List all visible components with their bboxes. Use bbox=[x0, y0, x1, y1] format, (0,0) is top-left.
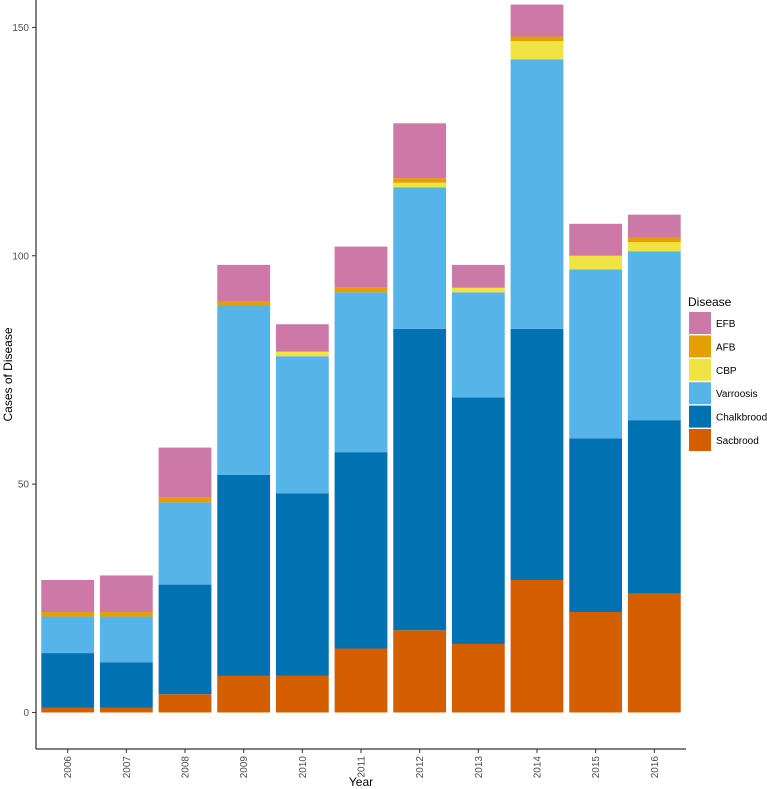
bar-segment-sacbrood-2011 bbox=[334, 648, 388, 713]
bar-segment-afb-2009 bbox=[217, 301, 271, 306]
y-tick-label: 50 bbox=[18, 480, 30, 491]
bar-segment-afb-2006 bbox=[41, 611, 95, 617]
bar-segment-afb-2007 bbox=[99, 611, 153, 617]
legend-label-cbp: CBP bbox=[716, 366, 737, 377]
bar-segment-sacbrood-2008 bbox=[158, 694, 212, 713]
legend-swatch-efb bbox=[689, 312, 711, 334]
x-tick-label: 2008 bbox=[181, 756, 192, 779]
bar-segment-chalkbrood-2016 bbox=[627, 420, 681, 594]
bar-segment-efb-2012 bbox=[393, 123, 447, 179]
legend-swatch-afb bbox=[689, 335, 711, 358]
bar-segment-chalkbrood-2013 bbox=[451, 397, 505, 644]
bar-segment-sacbrood-2013 bbox=[451, 643, 505, 713]
bar-segment-varroosis-2010 bbox=[275, 356, 329, 494]
x-tick-label: 2011 bbox=[357, 756, 368, 778]
bar-segment-efb-2010 bbox=[275, 324, 329, 352]
legend-label-sacbrood: Sacbrood bbox=[716, 436, 759, 447]
bar-segment-sacbrood-2006 bbox=[41, 707, 95, 713]
x-tick-label: 2012 bbox=[415, 756, 426, 779]
y-tick-label: 100 bbox=[12, 251, 29, 262]
bar-segment-sacbrood-2012 bbox=[393, 630, 447, 713]
x-ticks: 2006 2007 2008 2009 2010 2011 2012 2013 2014 2015… bbox=[63, 749, 661, 778]
bar-segment-efb-2014 bbox=[510, 4, 564, 37]
x-tick-label: 2009 bbox=[239, 756, 250, 779]
bar-segment-efb-2015 bbox=[569, 223, 623, 256]
y-tick-label: 150 bbox=[12, 23, 29, 34]
legend-label-afb: AFB bbox=[716, 342, 736, 353]
bar-segment-efb-2006 bbox=[41, 580, 95, 612]
bar-segment-sacbrood-2009 bbox=[217, 675, 271, 713]
legend-swatch-cbp bbox=[689, 358, 711, 381]
bar-segment-sacbrood-2010 bbox=[275, 675, 329, 713]
bar-segment-varroosis-2015 bbox=[569, 269, 623, 439]
bar-segment-chalkbrood-2009 bbox=[217, 474, 271, 676]
bar-segment-chalkbrood-2011 bbox=[334, 452, 388, 649]
legend-title: Disease bbox=[688, 295, 732, 309]
bar-segment-efb-2011 bbox=[334, 246, 388, 288]
x-axis-title: Year bbox=[349, 775, 373, 789]
bar-segment-varroosis-2006 bbox=[41, 616, 95, 654]
x-tick-label: 2010 bbox=[298, 756, 309, 779]
bar-segment-cbp-2012 bbox=[393, 182, 447, 188]
bar-segment-varroosis-2008 bbox=[158, 502, 212, 585]
x-tick-label: 2016 bbox=[650, 756, 661, 779]
x-tick-label: 2007 bbox=[122, 756, 133, 779]
bar-segment-chalkbrood-2008 bbox=[158, 584, 212, 695]
bar-segment-efb-2009 bbox=[217, 264, 271, 302]
x-tick-label: 2014 bbox=[532, 756, 543, 779]
x-tick-label: 2015 bbox=[591, 756, 602, 779]
bar-segment-afb-2016 bbox=[627, 237, 681, 243]
legend-label-varroosis: Varroosis bbox=[716, 389, 758, 400]
bar-segment-chalkbrood-2015 bbox=[569, 438, 623, 612]
bar-segment-varroosis-2016 bbox=[627, 251, 681, 421]
legend-swatch-sacbrood bbox=[689, 429, 711, 451]
bar-segment-chalkbrood-2007 bbox=[99, 662, 153, 708]
bar-segment-efb-2008 bbox=[158, 447, 212, 498]
bar-segment-varroosis-2013 bbox=[451, 292, 505, 398]
bar-segment-afb-2012 bbox=[393, 178, 447, 183]
legend-label-efb: EFB bbox=[716, 319, 736, 330]
bar-segment-efb-2016 bbox=[627, 214, 681, 238]
bar-segment-cbp-2016 bbox=[627, 242, 681, 252]
bar-segment-varroosis-2014 bbox=[510, 59, 564, 329]
bar-segment-afb-2008 bbox=[158, 497, 212, 503]
bars-layer bbox=[41, 4, 681, 713]
y-axis-title: Cases of Disease bbox=[1, 327, 15, 421]
bar-segment-cbp-2013 bbox=[451, 287, 505, 293]
bar-segment-cbp-2015 bbox=[569, 255, 623, 270]
legend: Disease EFB AFB CBP Varroosis Chalkbrood Sacb… bbox=[688, 295, 767, 451]
bar-segment-varroosis-2007 bbox=[99, 616, 153, 663]
legend-swatch-chalkbrood bbox=[689, 405, 711, 428]
bar-segment-varroosis-2011 bbox=[334, 292, 388, 453]
bar-segment-efb-2007 bbox=[99, 575, 153, 612]
bar-segment-efb-2013 bbox=[451, 264, 505, 288]
y-ticks: 0 50 100 150 bbox=[12, 23, 36, 719]
bar-segment-sacbrood-2014 bbox=[510, 580, 564, 713]
y-tick-label: 0 bbox=[23, 708, 29, 719]
bar-segment-chalkbrood-2006 bbox=[41, 653, 95, 708]
bar-segment-varroosis-2009 bbox=[217, 305, 271, 475]
bar-segment-afb-2011 bbox=[334, 287, 388, 293]
bar-segment-cbp-2010 bbox=[275, 351, 329, 357]
bar-segment-chalkbrood-2010 bbox=[275, 493, 329, 676]
x-tick-label: 2006 bbox=[63, 756, 74, 779]
bar-segment-afb-2014 bbox=[510, 36, 564, 42]
legend-label-chalkbrood: Chalkbrood bbox=[716, 413, 767, 424]
bar-segment-cbp-2014 bbox=[510, 41, 564, 60]
x-tick-label: 2013 bbox=[474, 756, 485, 779]
bar-segment-varroosis-2012 bbox=[393, 187, 447, 329]
bar-segment-chalkbrood-2012 bbox=[393, 328, 447, 631]
legend-swatch-varroosis bbox=[689, 382, 711, 405]
bar-segment-sacbrood-2007 bbox=[99, 707, 153, 713]
bar-segment-sacbrood-2016 bbox=[627, 593, 681, 713]
bar-segment-chalkbrood-2014 bbox=[510, 328, 564, 581]
bar-segment-sacbrood-2015 bbox=[569, 611, 623, 713]
